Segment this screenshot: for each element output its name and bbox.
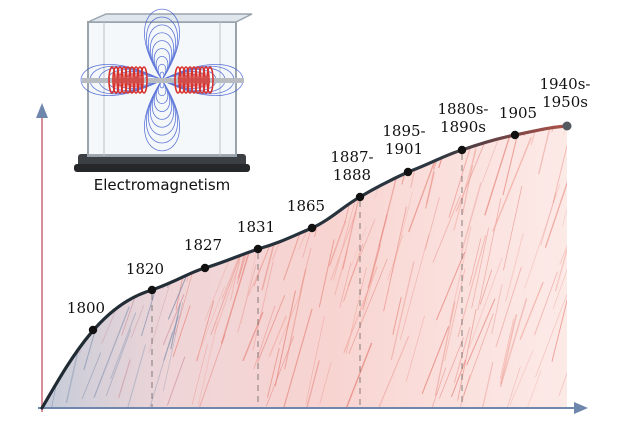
timeline-year-label: 1940s-1950s	[540, 75, 591, 111]
year-label-line: 1890s	[440, 118, 486, 136]
timeline-dot	[253, 244, 263, 254]
year-label-line: 1905	[499, 104, 537, 122]
timeline-marker: 1895-1901	[382, 122, 426, 177]
year-label-line: 1901	[385, 140, 423, 158]
y-axis-arrow-icon	[36, 103, 48, 118]
timeline-year-label: 1895-1901	[382, 122, 425, 158]
year-label-line: 1880s-	[438, 100, 489, 118]
timeline-marker: 1880s-1890s	[438, 100, 489, 155]
year-label-line: 1895-	[382, 122, 425, 140]
timeline-marker: 1887-1888	[330, 148, 374, 202]
year-label-line: 1827	[184, 236, 222, 254]
year-label-line: 1831	[237, 218, 275, 236]
year-label-line: 1887-	[330, 148, 373, 166]
timeline-dot	[355, 192, 365, 202]
timeline-marker: 1820	[126, 260, 164, 295]
timeline-marker: 1905	[499, 104, 537, 140]
year-label-line: 1800	[67, 299, 105, 317]
timeline-year-label: 1880s-1890s	[438, 100, 489, 136]
x-axis-arrow-icon	[574, 402, 588, 414]
timeline-markers: 180018201827183118651887-18881895-190118…	[67, 75, 591, 335]
timeline-marker: 1865	[287, 197, 325, 233]
timeline-year-label: 1800	[67, 299, 105, 317]
year-label-line: 1940s-	[540, 75, 591, 93]
electromagnet-illustration	[74, 8, 253, 172]
axes	[36, 103, 588, 414]
timeline-dot	[147, 285, 157, 295]
timeline-marker: 1800	[67, 299, 105, 335]
timeline-dot	[307, 223, 317, 233]
timeline-year-label: 1905	[499, 104, 537, 122]
timeline-year-label: 1831	[237, 218, 275, 236]
timeline-marker: 1940s-1950s	[540, 75, 591, 131]
year-label-line: 1888	[333, 166, 371, 184]
timeline-marker: 1831	[237, 218, 275, 254]
timeline-dot	[88, 325, 98, 335]
timeline-year-label: 1887-1888	[330, 148, 373, 184]
timeline-marker: 1827	[184, 236, 222, 273]
timeline-dot	[562, 121, 572, 131]
timeline-year-label: 1820	[126, 260, 164, 278]
year-label-line: 1820	[126, 260, 164, 278]
timeline-dot	[510, 130, 520, 140]
timeline-dot	[403, 167, 413, 177]
illustration-caption: Electromagnetism	[94, 176, 231, 194]
timeline-year-label: 1827	[184, 236, 222, 254]
era-guide-lines	[151, 154, 463, 408]
timeline-dot	[457, 145, 467, 155]
year-label-line: 1950s	[542, 93, 588, 111]
timeline-year-label: 1865	[287, 197, 325, 215]
year-label-line: 1865	[287, 197, 325, 215]
timeline-dot	[200, 263, 210, 273]
